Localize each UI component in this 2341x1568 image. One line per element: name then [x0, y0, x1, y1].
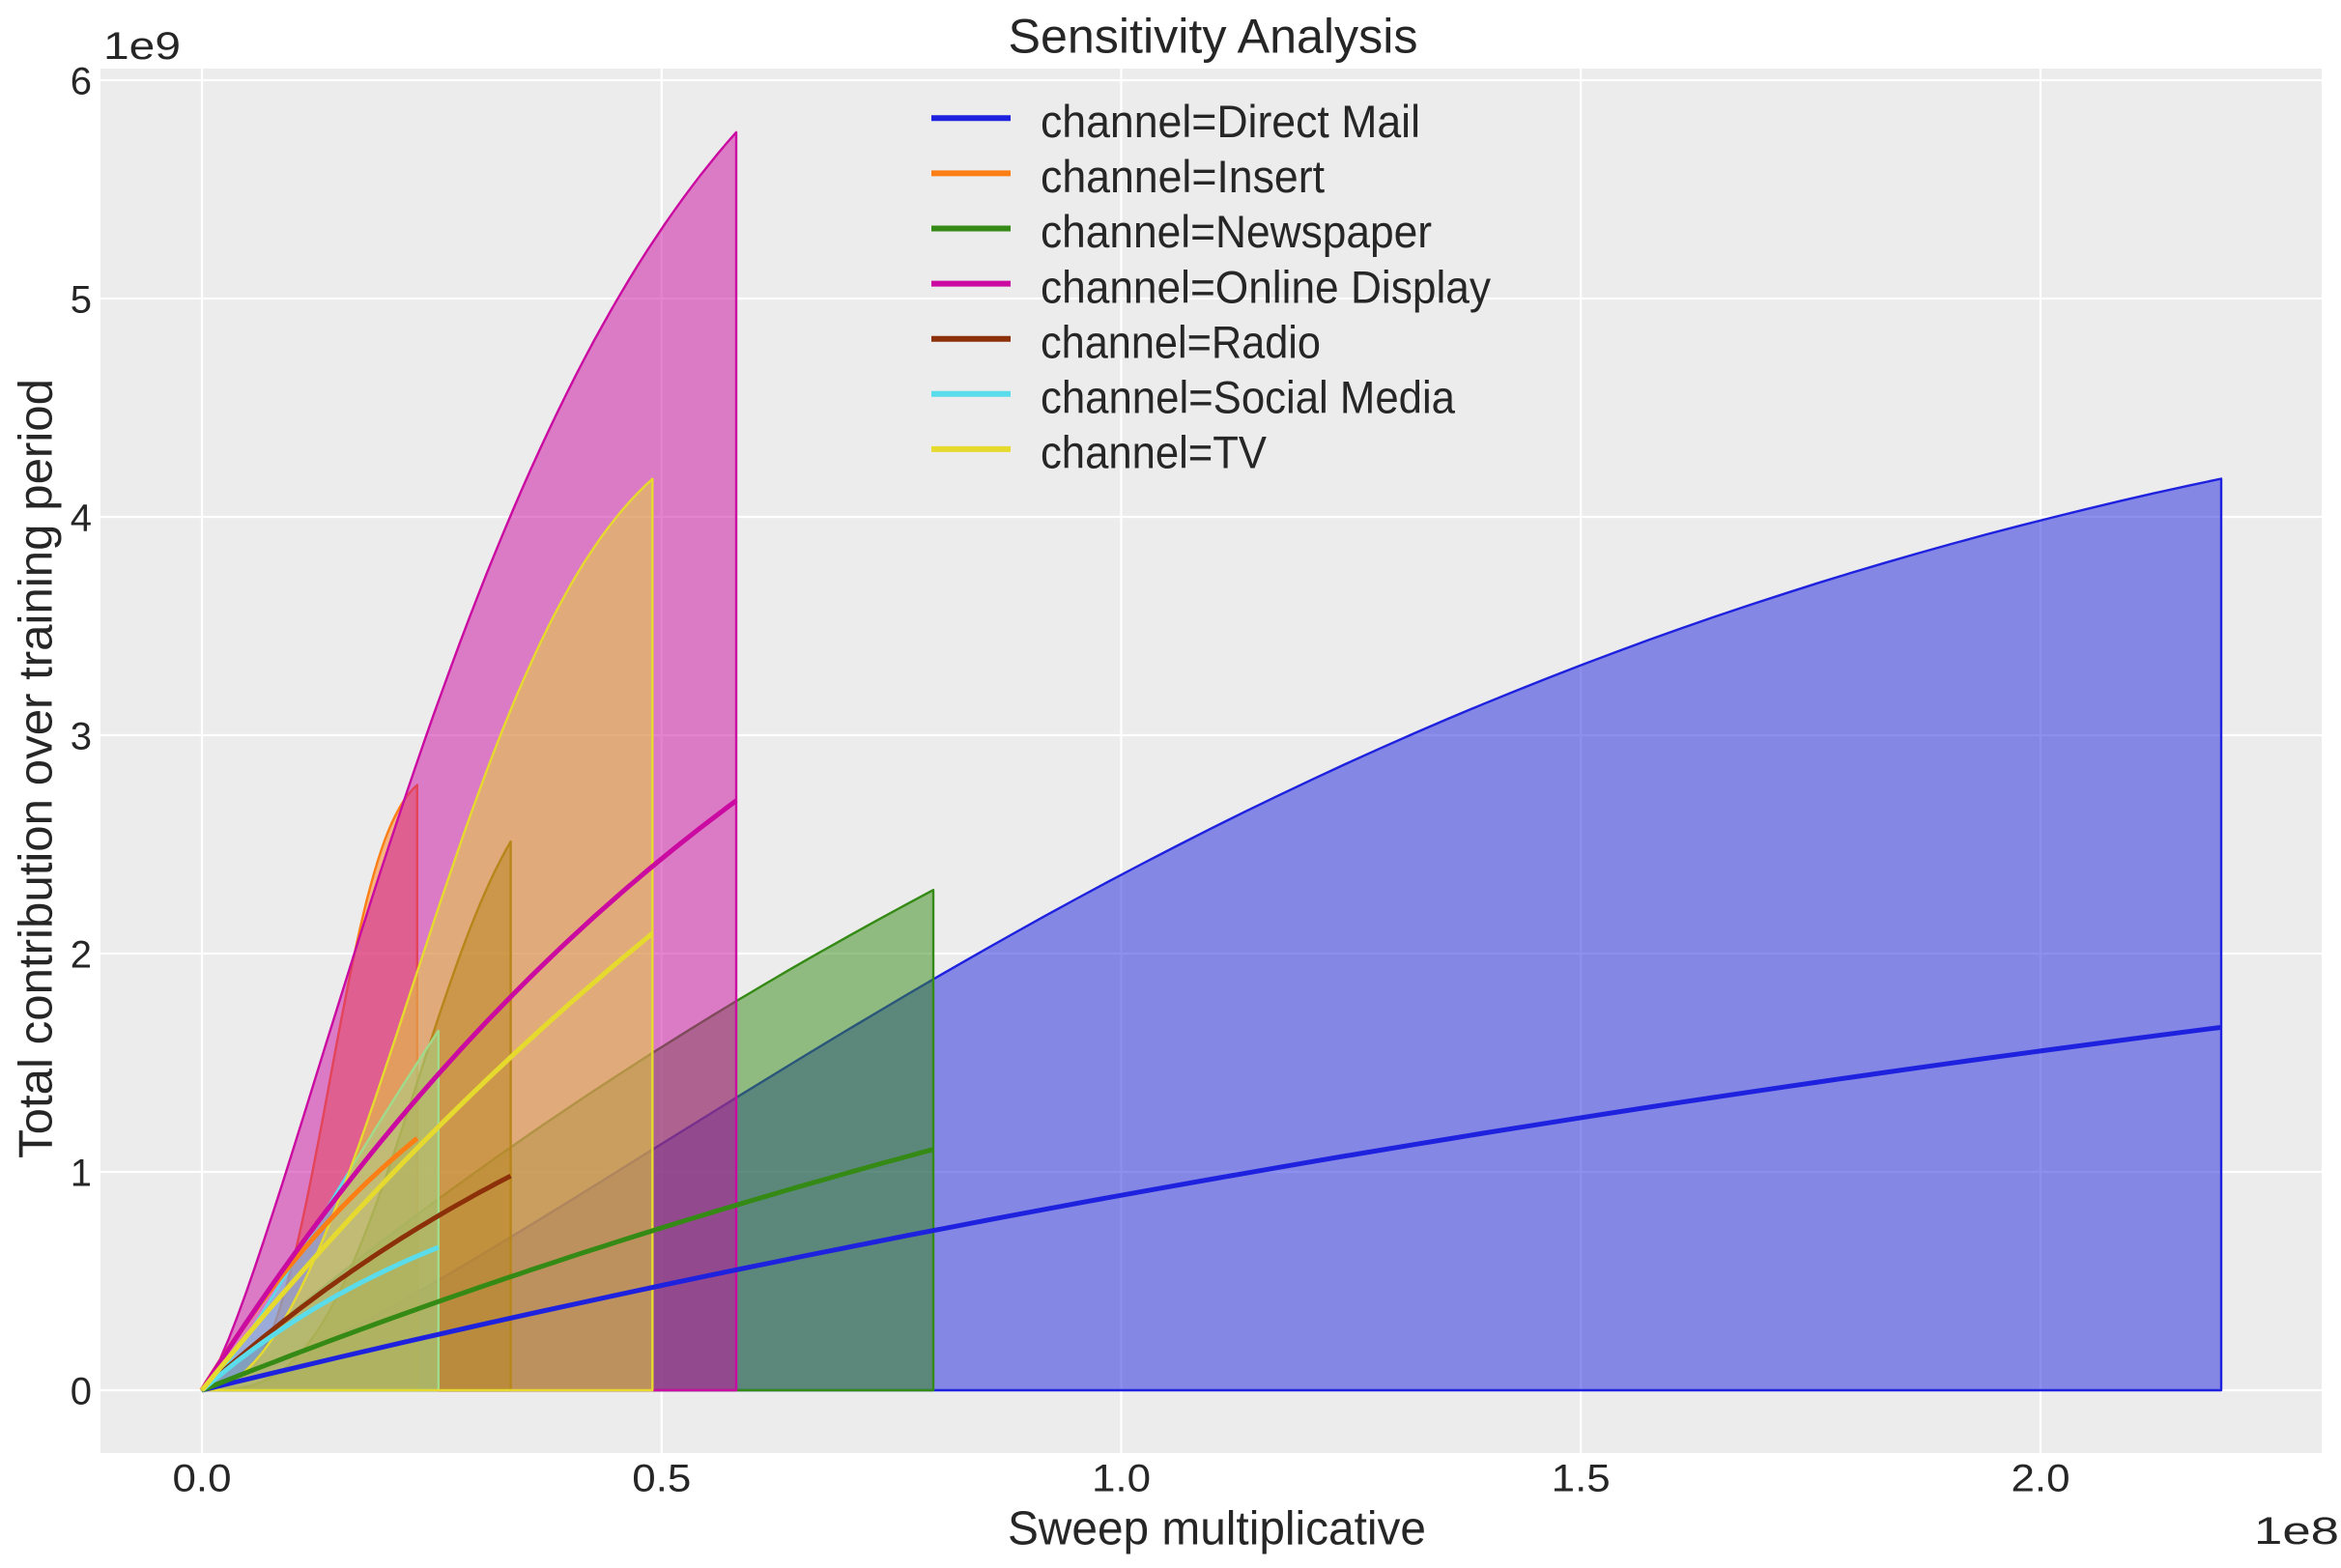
- svg-text:1: 1: [71, 1152, 92, 1194]
- svg-text:3: 3: [71, 715, 92, 757]
- svg-text:5: 5: [71, 278, 92, 321]
- svg-text:2.0: 2.0: [2012, 1458, 2070, 1500]
- svg-text:channel=Online Display: channel=Online Display: [1041, 261, 1491, 312]
- svg-text:channel=Newspaper: channel=Newspaper: [1041, 206, 1432, 257]
- svg-text:0: 0: [71, 1370, 92, 1412]
- svg-text:1.0: 1.0: [1092, 1458, 1151, 1500]
- svg-text:6: 6: [71, 60, 92, 102]
- svg-text:channel=TV: channel=TV: [1041, 427, 1268, 478]
- svg-text:0.5: 0.5: [632, 1458, 691, 1500]
- svg-text:channel=Radio: channel=Radio: [1041, 316, 1321, 367]
- svg-text:1.5: 1.5: [1552, 1458, 1611, 1500]
- svg-text:Sweep multiplicative: Sweep multiplicative: [1008, 1502, 1426, 1554]
- svg-text:Sensitivity Analysis: Sensitivity Analysis: [1009, 9, 1418, 63]
- svg-text:channel=Direct Mail: channel=Direct Mail: [1041, 96, 1420, 147]
- svg-text:channel=Insert: channel=Insert: [1041, 151, 1325, 202]
- svg-text:channel=Social Media: channel=Social Media: [1041, 372, 1456, 423]
- svg-text:1e9: 1e9: [103, 25, 181, 68]
- svg-text:Total contribution over traini: Total contribution over training period: [11, 379, 63, 1158]
- svg-text:4: 4: [71, 497, 92, 539]
- svg-text:2: 2: [71, 933, 92, 976]
- svg-text:0.0: 0.0: [173, 1458, 232, 1500]
- svg-text:1e8: 1e8: [2254, 1510, 2339, 1553]
